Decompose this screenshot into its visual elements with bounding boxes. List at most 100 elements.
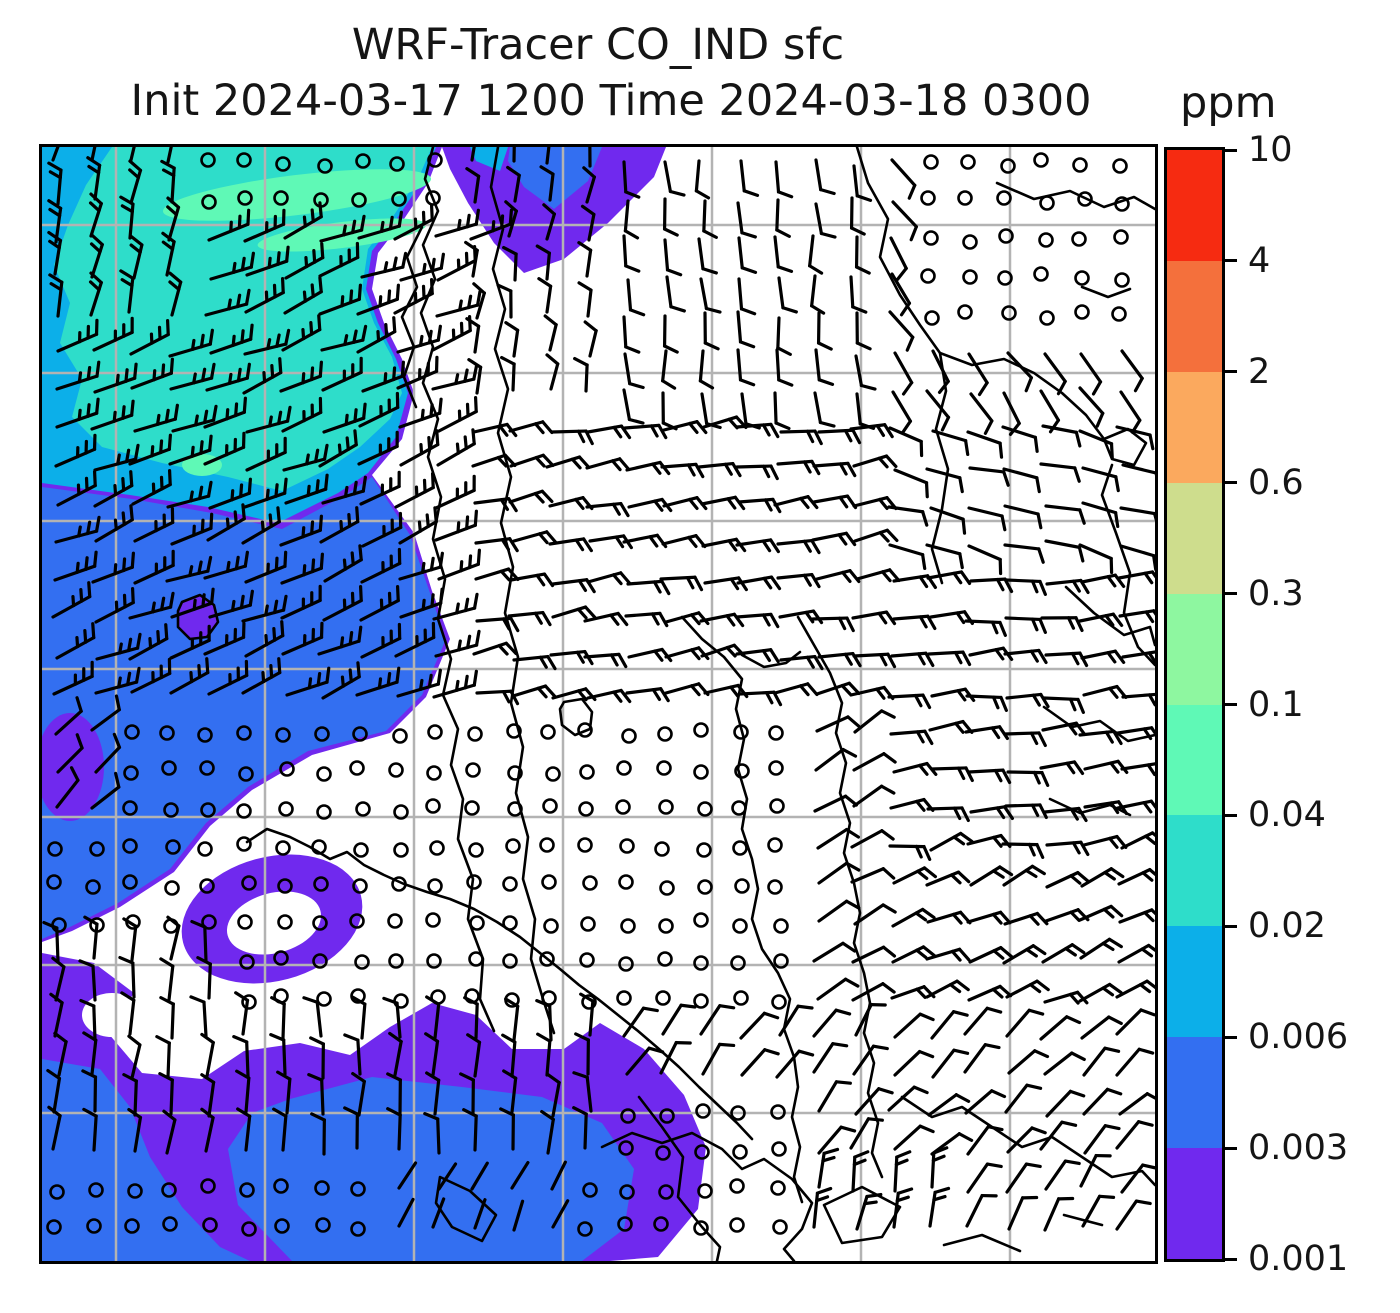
calm-circle	[695, 1103, 711, 1119]
calm-circle	[197, 727, 213, 743]
wind-barb	[852, 1044, 889, 1076]
coastline	[796, 615, 884, 1179]
wind-barb	[393, 277, 434, 315]
wind-barb	[543, 314, 558, 352]
wind-barb	[1043, 1196, 1075, 1232]
calm-circle	[355, 801, 371, 817]
wind-barb	[169, 362, 216, 391]
wind-barb	[1082, 684, 1128, 699]
calm-circle	[693, 1220, 709, 1236]
wind-barb	[849, 196, 866, 236]
calm-circle	[279, 761, 295, 777]
wind-barb	[1115, 1008, 1155, 1036]
calm-circle	[241, 1221, 257, 1237]
wind-barb	[855, 1192, 883, 1231]
colorbar-segment	[1167, 150, 1222, 261]
wind-barb	[817, 899, 861, 923]
coastline	[822, 1185, 902, 1245]
calm-circle	[316, 804, 332, 820]
wind-barb	[130, 357, 174, 390]
wind-barb	[1039, 389, 1061, 434]
wind-barb	[927, 650, 972, 667]
calm-circle	[920, 268, 936, 284]
coastline	[1042, 705, 1155, 743]
calm-circle	[505, 838, 521, 854]
wind-barb	[1007, 1195, 1039, 1231]
wind-barb	[82, 1031, 98, 1076]
wind-barb	[586, 688, 632, 704]
wind-barb	[627, 647, 673, 663]
wind-barb	[697, 237, 718, 275]
wind-barb	[1078, 729, 1123, 746]
calm-circle	[275, 156, 291, 172]
wind-barb	[318, 429, 358, 468]
calm-circle	[159, 725, 175, 741]
wind-barb	[399, 587, 444, 619]
wind-barb	[701, 1042, 736, 1076]
wind-barb	[1002, 391, 1021, 436]
wind-barb	[56, 733, 84, 774]
wind-barb	[56, 469, 97, 507]
wind-barb	[535, 244, 551, 281]
wind-barb	[930, 1010, 969, 1040]
wind-barb	[285, 666, 331, 697]
wind-barb	[694, 159, 711, 200]
wind-barb	[965, 1193, 998, 1228]
wind-barb	[91, 551, 135, 584]
calm-circle	[1000, 158, 1016, 174]
wind-barb	[203, 396, 247, 429]
calm-circle	[123, 765, 139, 781]
calm-circle	[734, 763, 750, 779]
wind-barb	[208, 589, 254, 619]
wind-barb	[735, 538, 780, 554]
wind-barb	[1120, 349, 1144, 393]
wind-barb	[665, 275, 686, 313]
calm-circle	[388, 762, 404, 778]
wind-barb	[302, 996, 323, 1038]
calm-circle	[924, 310, 940, 326]
calm-circle	[998, 228, 1014, 244]
colorbar-tick	[1222, 1257, 1237, 1261]
wind-barb	[205, 362, 251, 392]
wind-barb	[697, 461, 742, 478]
wind-barb	[815, 681, 861, 696]
wind-barb	[851, 945, 897, 964]
wind-barb	[396, 355, 439, 390]
wind-barb	[1002, 467, 1041, 494]
wind-barb	[282, 443, 329, 472]
wind-barb	[1041, 721, 1087, 737]
wind-barb	[501, 1033, 517, 1078]
calm-circle	[1114, 196, 1130, 212]
colorbar-tick-label: 2	[1248, 351, 1271, 392]
wind-barb	[582, 166, 596, 204]
calm-circle	[621, 728, 637, 744]
wind-barb	[500, 355, 516, 392]
wind-barb	[966, 910, 1012, 925]
calm-circle	[388, 953, 404, 969]
wind-barb	[815, 569, 861, 584]
wind-barb	[127, 1107, 143, 1153]
wind-barb	[925, 979, 970, 999]
wind-barb	[242, 357, 283, 395]
calm-circle	[577, 722, 593, 738]
wind-barb	[1078, 612, 1124, 628]
wind-barb	[849, 275, 868, 314]
wind-barb	[1121, 692, 1155, 707]
wind-barb	[854, 1002, 887, 1037]
wind-barb	[855, 392, 876, 430]
wind-barb	[47, 230, 63, 276]
wind-barb	[459, 1072, 475, 1116]
wind-barb	[86, 156, 102, 201]
wind-barb	[855, 568, 901, 583]
wind-barb	[851, 610, 897, 626]
wind-barb	[236, 1107, 252, 1152]
calm-circle	[161, 1182, 177, 1198]
wind-barb	[318, 241, 360, 278]
wind-barb	[208, 477, 252, 510]
calm-circle	[352, 726, 368, 742]
wind-barb	[893, 1150, 912, 1193]
calm-circle	[770, 1104, 786, 1120]
wind-barb	[1003, 543, 1045, 564]
wind-barb	[963, 1006, 1003, 1036]
wind-barb	[698, 349, 715, 390]
